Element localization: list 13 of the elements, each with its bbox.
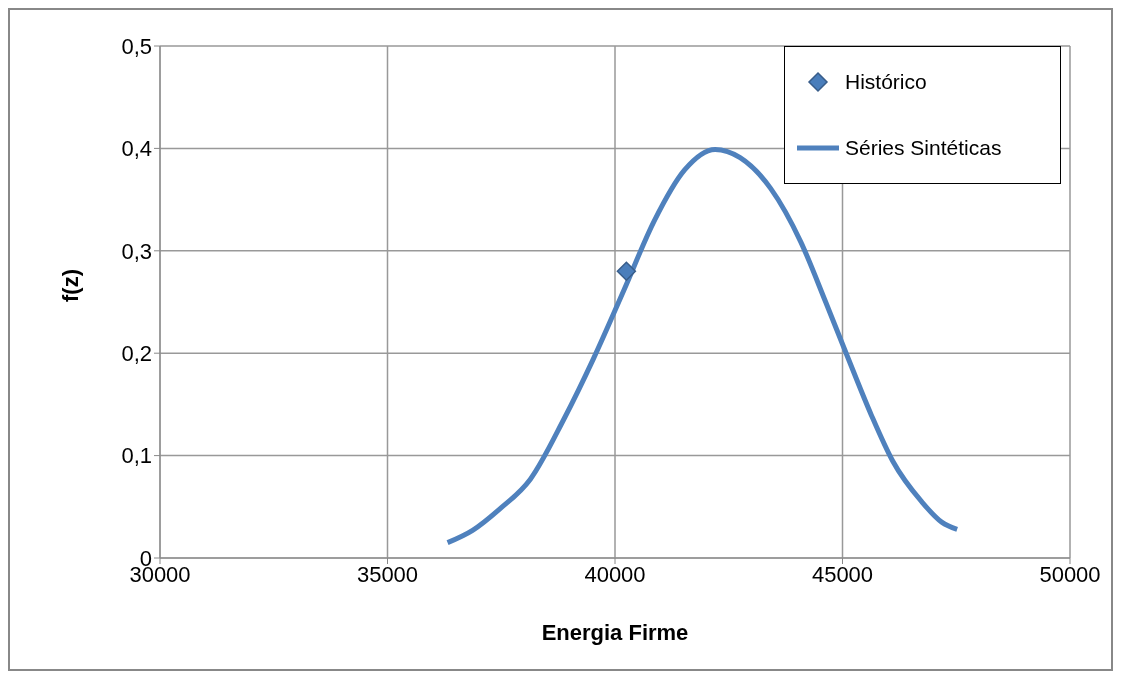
x-tick-label: 45000 <box>811 561 874 587</box>
y-tick-label: 0,4 <box>121 136 152 162</box>
legend-label: Histórico <box>845 70 927 94</box>
y-tick-label: 0,2 <box>121 341 152 367</box>
y-tick-label: 0,5 <box>121 33 152 59</box>
legend-label: Séries Sintéticas <box>845 136 1002 160</box>
x-tick-label: 50000 <box>1039 561 1101 587</box>
y-tick-label: 0,1 <box>121 443 152 469</box>
x-axis-title: Energia Firme <box>541 620 689 645</box>
y-axis-title: f(z) <box>57 269 83 302</box>
x-tick-label: 35000 <box>356 561 419 587</box>
x-tick-label: 40000 <box>584 561 646 587</box>
y-tick-label: 0,3 <box>121 238 152 264</box>
